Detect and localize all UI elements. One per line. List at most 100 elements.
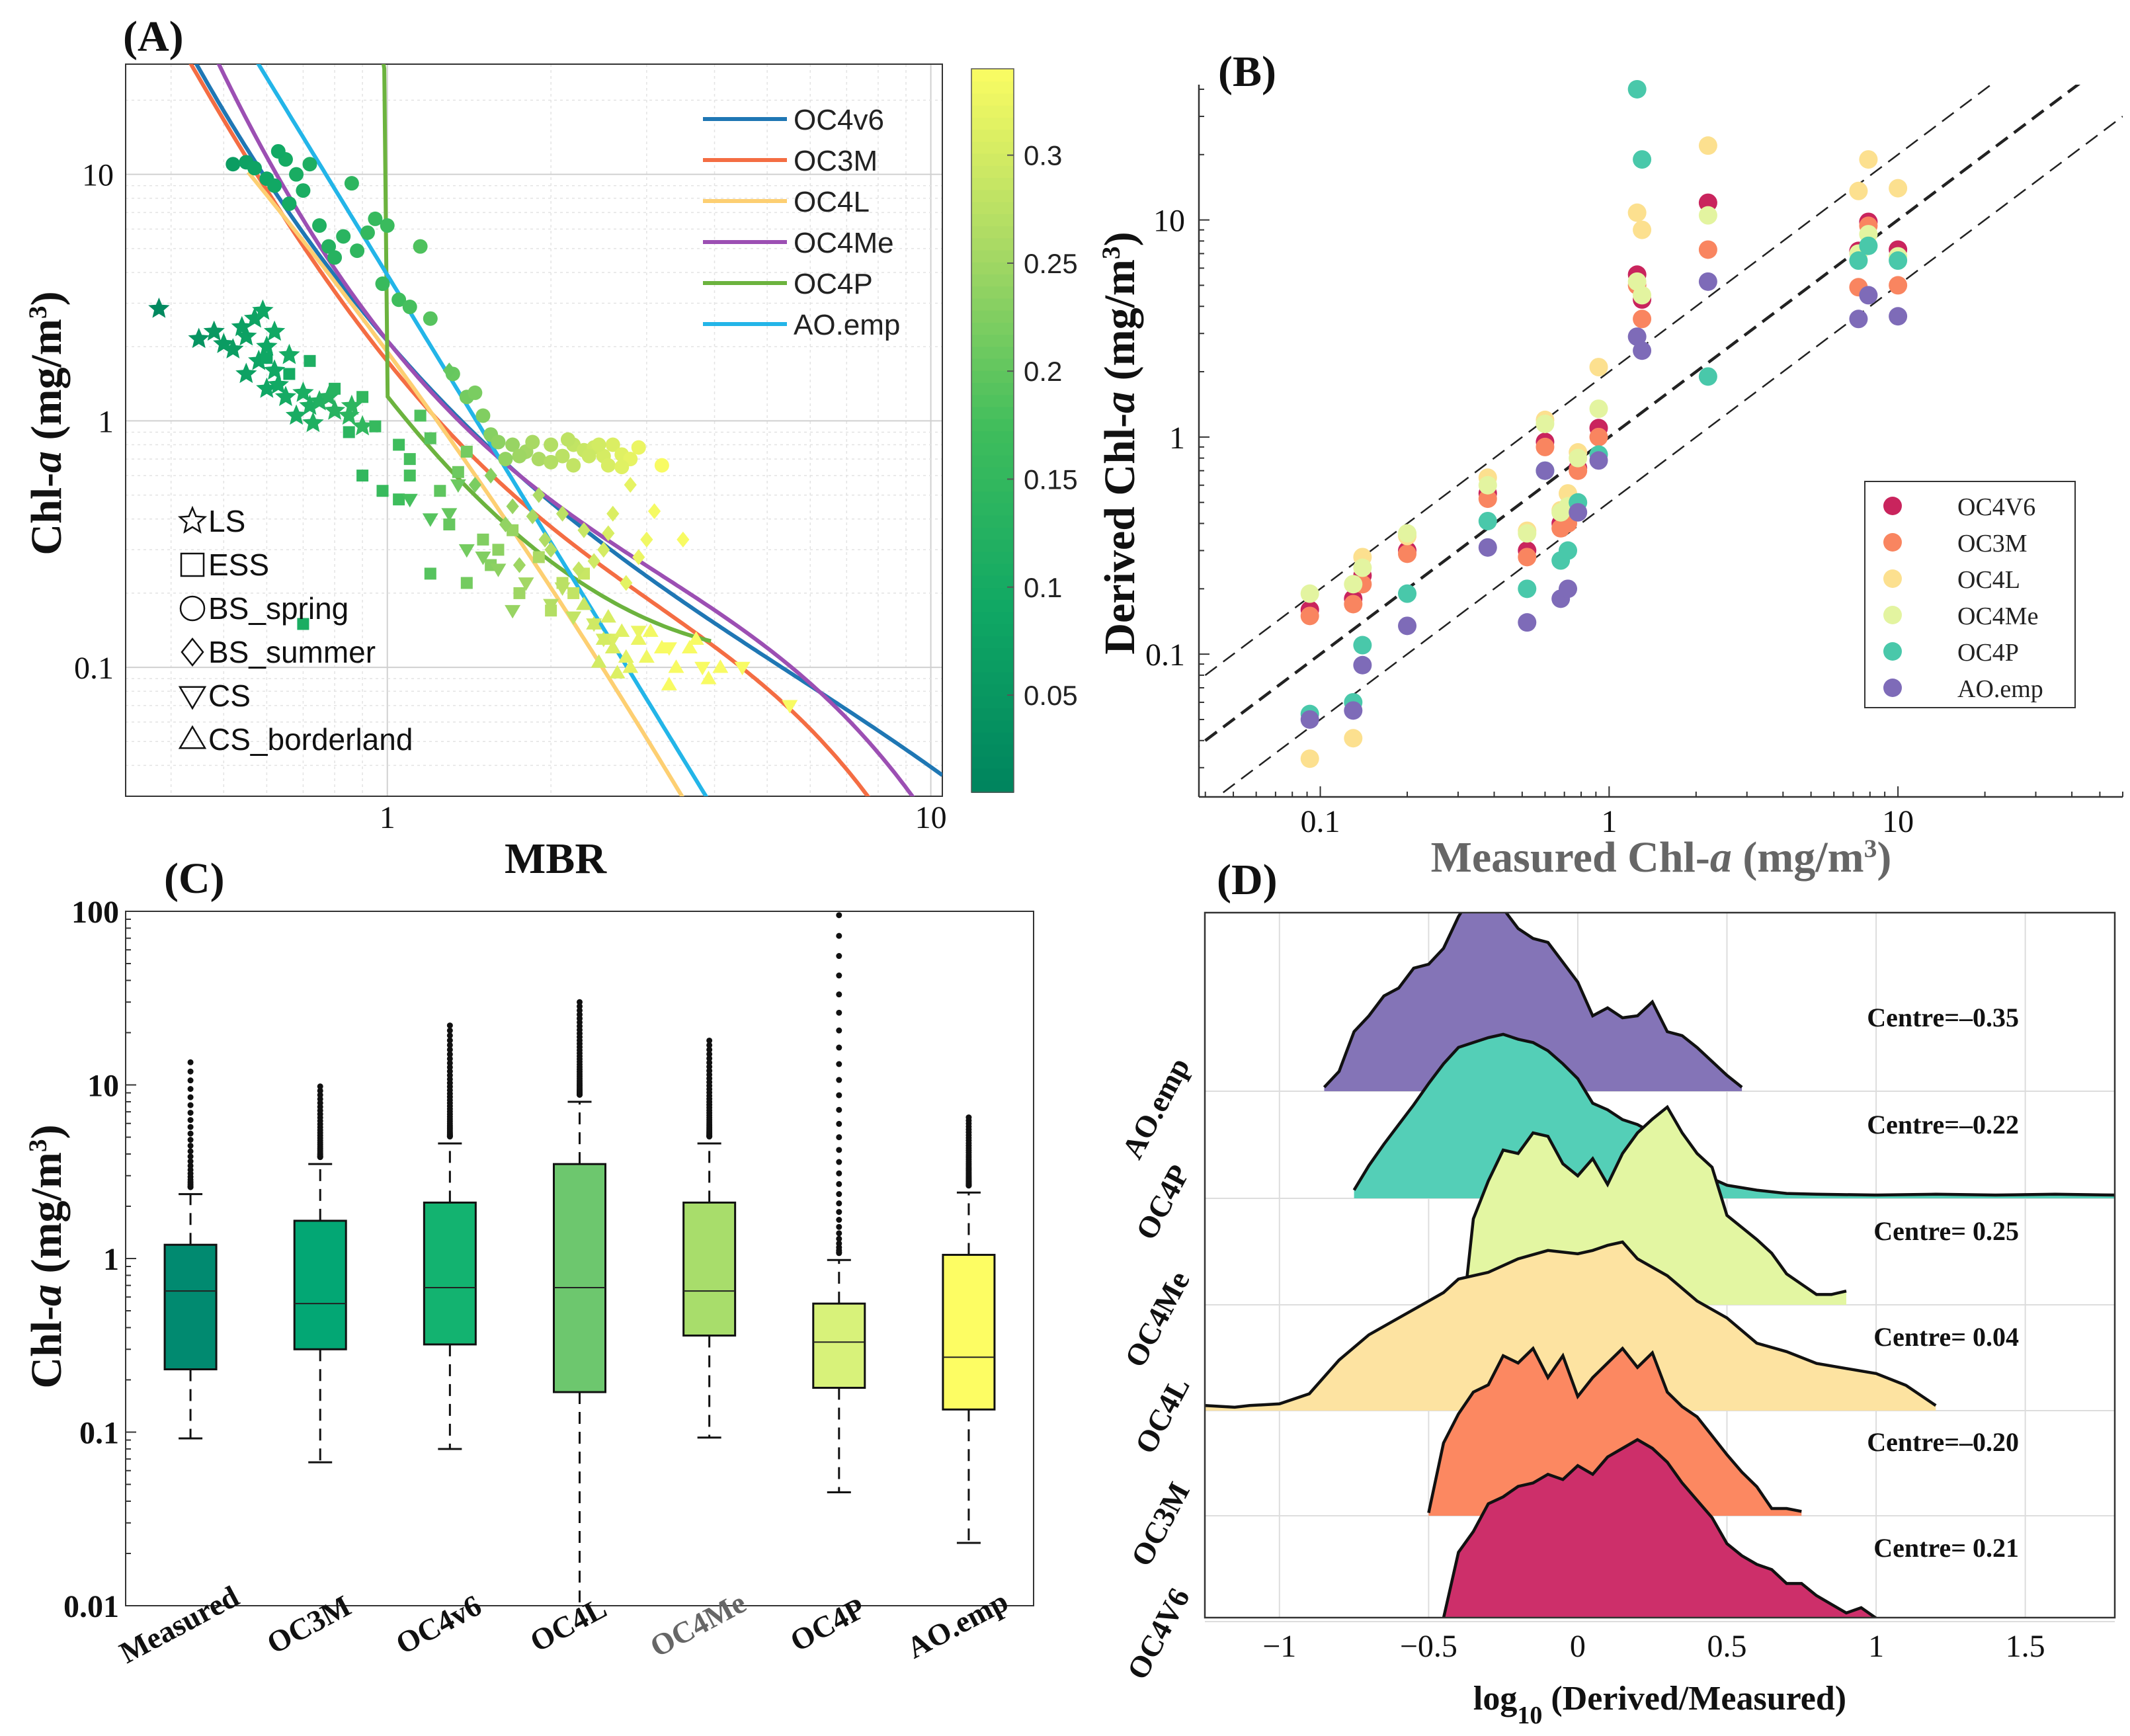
- panel-a-point-ess: [393, 493, 405, 506]
- panel-c-outlier: [187, 1163, 194, 1169]
- panel-c-ylabel-main: Chl-: [22, 1306, 71, 1389]
- panel-b-point-ao-emp: [1569, 503, 1588, 522]
- panel-b-xtick-label: 10: [1882, 804, 1914, 839]
- panel-b-legend-label: OC4V6: [1957, 493, 2035, 521]
- panel-c-outlier: [836, 1120, 842, 1127]
- panel-a-colorbar-band: [971, 696, 1014, 709]
- panel-a-point-cs-borderland: [688, 631, 704, 645]
- panel-b-point-ao-emp: [1559, 579, 1578, 599]
- panel-c-xtick-label: OC3M: [261, 1589, 356, 1661]
- panel-c-outlier: [446, 1051, 453, 1057]
- panel-b-line-x0p5: [1215, 115, 2123, 797]
- panel-c-box-oc4p: [812, 912, 866, 1494]
- panel-a-xtick-label: 10: [915, 800, 947, 835]
- panel-a-point-ls: [231, 315, 253, 337]
- panel-b-point-oc3m: [1518, 548, 1537, 567]
- panel-a-point-ls: [148, 297, 170, 318]
- panel-a-colorbar-band: [971, 780, 1014, 793]
- panel-c-ytick-label: 1: [103, 1242, 119, 1277]
- panel-a-point-ess: [424, 432, 436, 444]
- panel-a-point-ls: [285, 404, 307, 425]
- panel-a-colorbar-band: [971, 334, 1014, 347]
- panel-b-legend-label: AO.emp: [1957, 675, 2043, 703]
- panel-a-point-bs-spring: [336, 229, 351, 244]
- panel-d-ridge-ao-emp-fill: [1324, 913, 1742, 1091]
- panel-d-centre-label: Centre= 0.04: [1873, 1322, 2019, 1352]
- panel-a-point-bs-spring: [247, 161, 263, 176]
- panel-a-colorbar-band: [971, 671, 1014, 684]
- panel-a-colorbar-band: [971, 153, 1014, 166]
- panel-a-point-bs-spring: [544, 454, 559, 470]
- panel-a-point-bs-summer: [620, 575, 633, 591]
- panel-a-legend-star: [177, 505, 208, 534]
- panel-a-point-ess: [513, 587, 526, 599]
- panel-a-point-bs-spring: [312, 218, 327, 233]
- panel-a-point-bs-spring: [505, 437, 520, 452]
- panel-a-colorbar-band: [971, 104, 1014, 118]
- panel-d-xlabel-rest: (Derived/Measured): [1542, 1680, 1846, 1717]
- panel-a-point-bs-spring: [531, 452, 546, 467]
- panel-d-ridge-oc4p-outline: [1352, 1032, 2115, 1197]
- panel-c-box-body: [553, 1163, 606, 1393]
- panel-a-point-ess: [424, 567, 436, 580]
- panel-c-outlier: [836, 1200, 842, 1207]
- panel-c-outlier: [836, 953, 842, 960]
- panel-a-point-ls: [252, 299, 274, 320]
- panel-c-outlier: [836, 1061, 842, 1067]
- panel-a-colorbar-band: [971, 731, 1014, 745]
- panel-a-point-ess: [492, 544, 505, 556]
- panel-a-legend-square: [180, 552, 205, 577]
- panel-a-colorbar-band: [971, 744, 1014, 757]
- panel-a-point-ls: [267, 373, 289, 394]
- panel-c-xtick-label: OC4L: [524, 1591, 612, 1659]
- panel-a-legend-label: OC4v6: [794, 104, 884, 136]
- panel-c-outlier: [187, 1068, 194, 1075]
- panel-a-point-cs-borderland: [576, 596, 593, 610]
- panel-a-colorbar-band: [971, 249, 1014, 263]
- panel-a-point-bs-summer: [555, 505, 569, 522]
- panel-a-point-ess: [261, 352, 273, 364]
- panel-a-point-ess: [369, 420, 382, 433]
- panel-a-colorbar-band: [971, 69, 1014, 82]
- panel-c-outlier: [577, 999, 583, 1005]
- panel-a-point-ls: [292, 381, 314, 402]
- panel-b-xtick-label: 0.1: [1301, 804, 1340, 839]
- panel-a-colorbar-band: [971, 587, 1014, 600]
- panel-d-centre-label: Centre=–0.35: [1867, 1003, 2019, 1032]
- panel-a-point-cs: [422, 513, 438, 527]
- panel-a-legend-marker-label: CS: [208, 679, 251, 713]
- panel-a-ytick-label: 0.1: [74, 651, 114, 686]
- panel-a-point-bs-summer: [587, 553, 600, 569]
- panel-b-point-oc4l: [1849, 181, 1868, 200]
- panel-a-point-cs: [694, 661, 711, 676]
- panel-c-frame: [125, 911, 1034, 1606]
- panel-a-colorbar-band: [971, 273, 1014, 287]
- panel-b-ytick-label: 0.1: [1145, 638, 1185, 673]
- panel-c-ylabel-italic: a: [22, 1284, 71, 1306]
- panel-c-outlier: [187, 1102, 194, 1108]
- panel-c-outlier: [706, 1063, 713, 1070]
- panel-c-xtick-label: AO.emp: [901, 1584, 1013, 1665]
- panel-a-point-bs-spring: [525, 434, 540, 450]
- panel-a-point-ls: [188, 327, 210, 349]
- panel-a-point-cs-borderland: [642, 623, 659, 638]
- panel-a-colorbar-band: [971, 406, 1014, 419]
- panel-c-box-body: [423, 1201, 477, 1346]
- panel-d-ridge-label: OC4V6: [1120, 1583, 1196, 1685]
- panel-b-ytick-label: 10: [1153, 204, 1185, 239]
- panel-a-point-ess: [403, 453, 416, 466]
- panel-a-point-bs-summer: [602, 525, 615, 542]
- panel-a-legend-marker-label: BS_summer: [208, 635, 376, 669]
- panel-b-ylabel-close: ): [1096, 231, 1144, 246]
- panel-b-point-ao-emp: [1353, 655, 1372, 675]
- panel-b-point-oc4p: [1353, 636, 1372, 655]
- panel-a-point-cs: [565, 611, 582, 626]
- panel-d-xtick-label: −1: [1262, 1629, 1296, 1664]
- panel-b-point-oc3m: [1300, 606, 1319, 626]
- panel-b-point-oc4me: [1518, 524, 1537, 543]
- panel-a-point-bs-spring: [350, 243, 365, 259]
- panel-b-label: (B): [1218, 48, 1276, 96]
- panel-b-point-oc4l: [1859, 150, 1878, 169]
- panel-a-point-ess: [532, 551, 545, 563]
- panel-b-point-oc4p: [1478, 511, 1497, 530]
